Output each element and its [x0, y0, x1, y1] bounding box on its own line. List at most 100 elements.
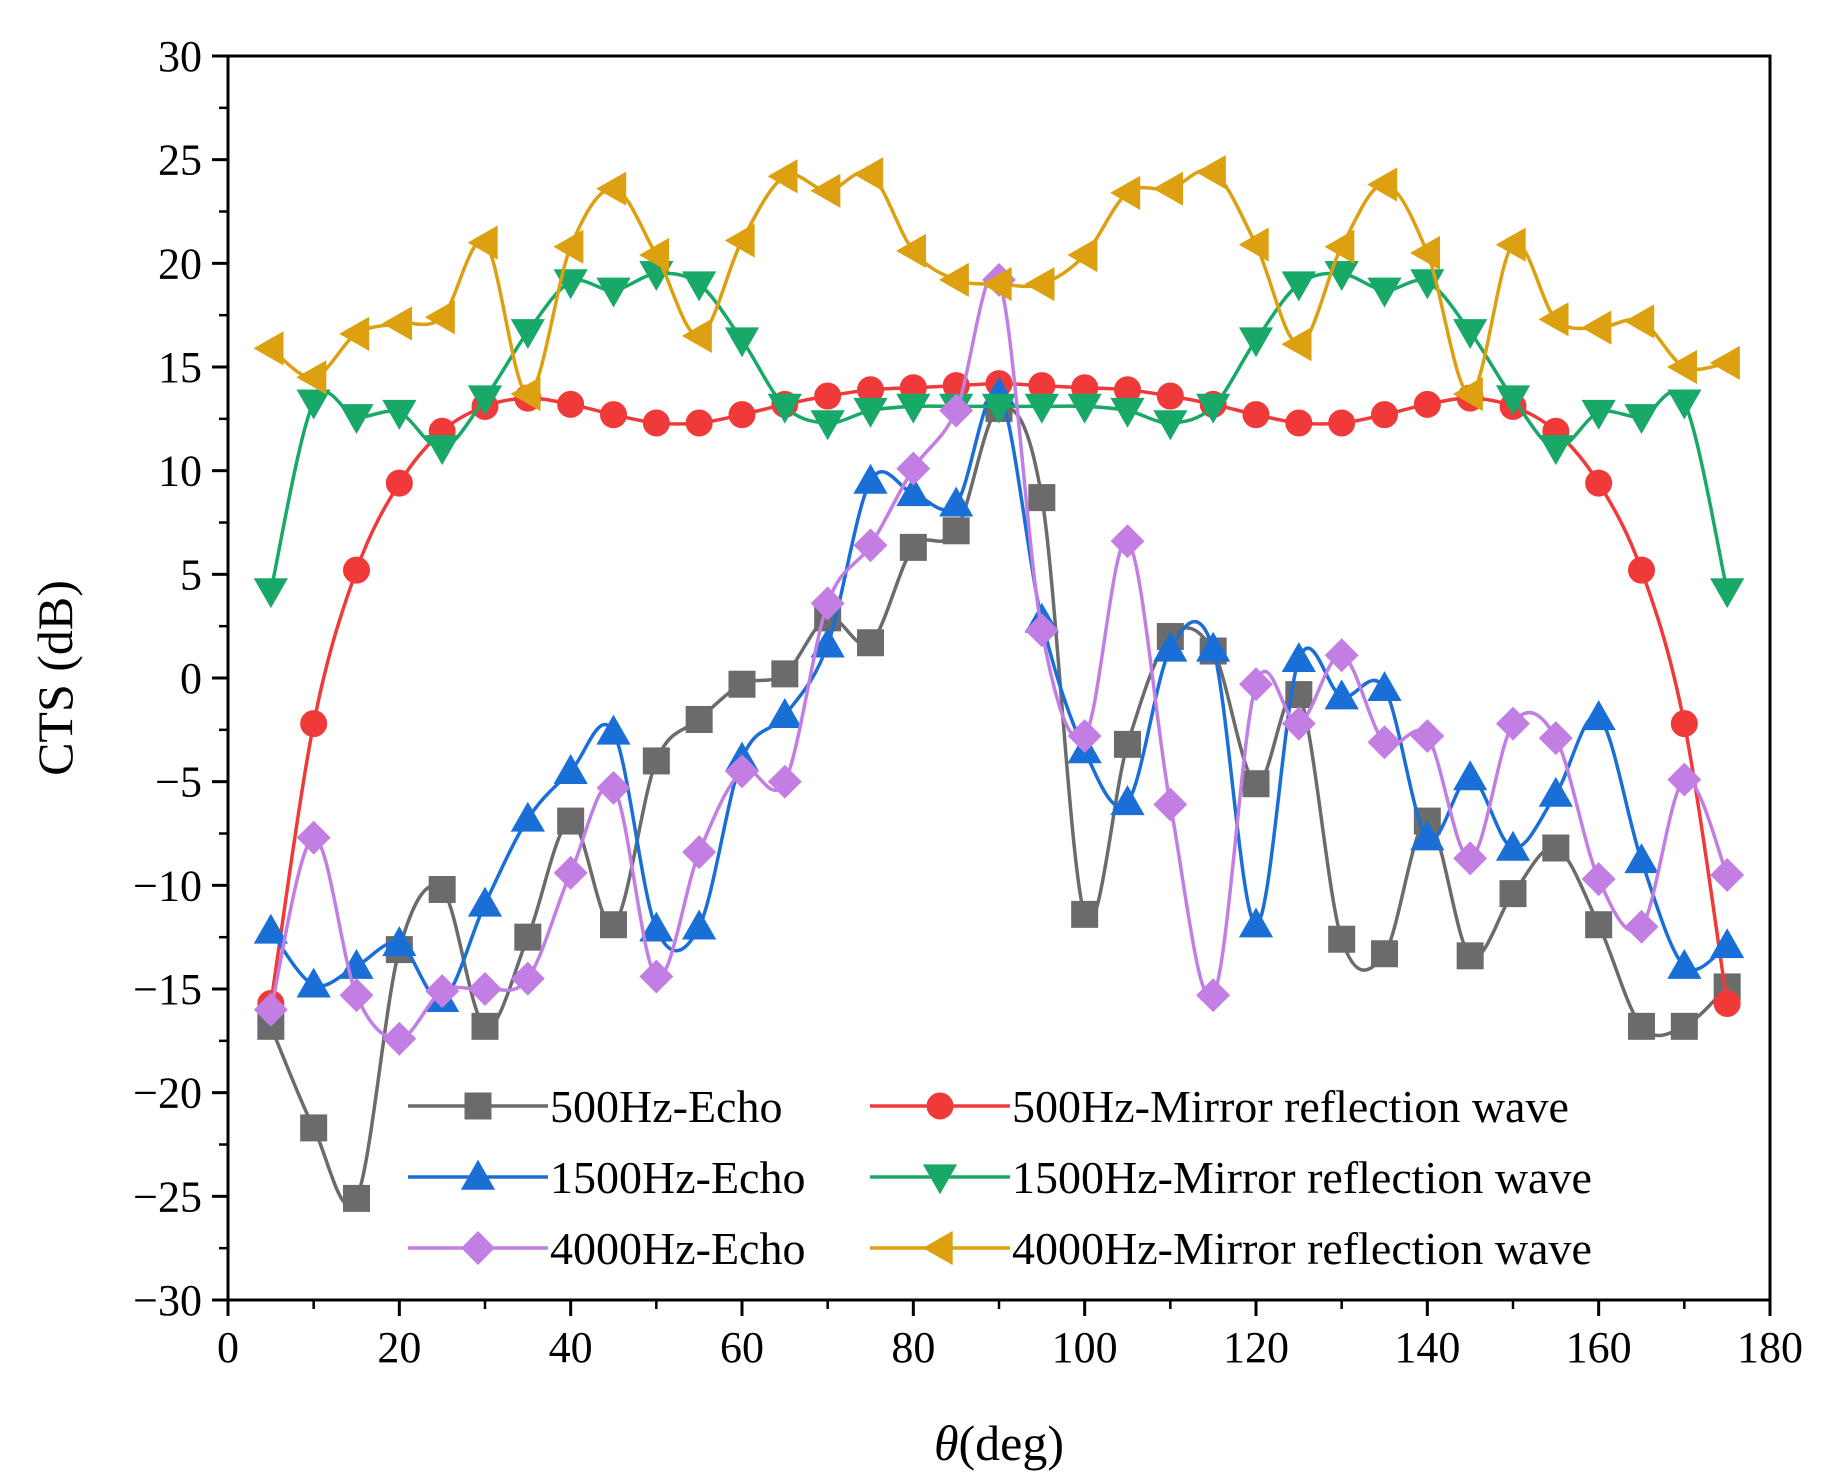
- data-point: [682, 835, 717, 870]
- data-point: [1156, 382, 1184, 410]
- data-point: [728, 401, 756, 429]
- data-point: [767, 393, 802, 424]
- data-point: [425, 974, 460, 1009]
- data-point: [296, 820, 331, 855]
- data-point: [1670, 710, 1698, 738]
- data-point: [1453, 841, 1488, 876]
- y-axis-title: CTS (dB): [27, 580, 83, 776]
- data-point: [1452, 376, 1483, 412]
- data-point: [1367, 167, 1398, 202]
- data-point: [1114, 730, 1141, 758]
- data-point: [899, 533, 927, 561]
- y-tick-label: 30: [158, 32, 202, 81]
- data-point: [639, 911, 674, 942]
- data-point: [1281, 642, 1316, 673]
- data-point: [685, 705, 713, 733]
- data-point: [1667, 762, 1702, 797]
- data-point: [253, 913, 288, 944]
- data-point: [1328, 925, 1356, 953]
- legend-entry-2: 1500Hz-Echo: [408, 1152, 805, 1203]
- data-point: [300, 1114, 328, 1142]
- data-point: [1538, 302, 1569, 337]
- data-point: [510, 961, 545, 996]
- data-point: [939, 486, 974, 517]
- data-point: [1324, 229, 1355, 264]
- legend-label: 4000Hz-Mirror reflection wave: [1012, 1223, 1592, 1274]
- x-tick-label: 40: [549, 1323, 593, 1372]
- data-point: [938, 262, 969, 298]
- data-point: [896, 476, 931, 507]
- data-point: [425, 435, 460, 466]
- data-point: [385, 469, 413, 497]
- data-point: [557, 390, 585, 418]
- data-point: [725, 754, 759, 789]
- data-point: [1153, 410, 1188, 441]
- data-point: [1581, 862, 1616, 897]
- legend-marker: [461, 1231, 495, 1265]
- data-point: [810, 586, 845, 621]
- x-tick-label: 0: [217, 1323, 239, 1372]
- data-point: [1281, 327, 1312, 362]
- data-point: [682, 271, 717, 302]
- data-point: [553, 754, 588, 784]
- data-point: [1538, 721, 1573, 756]
- y-tick-label: 15: [158, 343, 202, 392]
- data-point: [682, 909, 717, 940]
- data-point: [1628, 556, 1655, 584]
- data-point: [1324, 638, 1359, 673]
- data-point: [471, 1012, 499, 1040]
- data-point: [767, 159, 798, 194]
- data-point: [596, 714, 631, 745]
- data-point: [728, 670, 756, 698]
- legend-entry-3: 1500Hz-Mirror reflection wave: [870, 1152, 1592, 1203]
- data-point: [810, 173, 841, 208]
- data-point: [596, 277, 631, 308]
- data-point: [510, 319, 545, 350]
- y-tick-label: 5: [180, 550, 202, 599]
- data-point: [382, 926, 417, 957]
- data-point: [1195, 154, 1226, 190]
- data-point: [853, 528, 888, 563]
- data-point: [896, 393, 931, 424]
- data-point: [1499, 880, 1527, 908]
- data-point: [810, 410, 845, 441]
- data-point: [553, 229, 584, 264]
- x-tick-label: 160: [1566, 1323, 1632, 1372]
- legend-entry-5: 4000Hz-Mirror reflection wave: [870, 1223, 1592, 1274]
- data-point: [382, 1021, 417, 1056]
- data-point: [1581, 399, 1616, 430]
- legend-label: 500Hz-Mirror reflection wave: [1012, 1081, 1569, 1132]
- data-point: [853, 463, 888, 494]
- data-point: [1367, 725, 1402, 760]
- data-point: [639, 237, 670, 273]
- data-point: [510, 376, 541, 412]
- data-point: [1410, 820, 1445, 851]
- series-layer: [253, 154, 1745, 1212]
- data-point: [468, 972, 502, 1006]
- data-point: [1624, 404, 1659, 435]
- data-point: [1581, 310, 1612, 345]
- y-tick-label: −15: [133, 965, 202, 1014]
- data-point: [600, 911, 627, 939]
- data-point: [1238, 227, 1269, 262]
- data-point: [343, 556, 370, 584]
- legend-label: 1500Hz-Mirror reflection wave: [1012, 1152, 1592, 1203]
- legend: 500Hz-Echo 500Hz-Mirror reflection wave 15…: [408, 1081, 1592, 1274]
- data-point: [424, 300, 455, 335]
- x-tick-label: 140: [1394, 1323, 1460, 1372]
- data-point: [1624, 909, 1659, 944]
- y-tick-label: 10: [158, 447, 202, 496]
- data-point: [1538, 435, 1573, 466]
- data-point: [1024, 393, 1059, 424]
- data-point: [1624, 304, 1655, 339]
- series-2: [253, 376, 1745, 1013]
- data-point: [642, 409, 670, 437]
- data-point: [1067, 393, 1102, 424]
- data-point: [1709, 345, 1740, 380]
- data-point: [1667, 948, 1702, 979]
- data-point: [467, 886, 503, 917]
- data-point: [1710, 858, 1745, 892]
- x-axis-title: θ(deg): [934, 1415, 1064, 1471]
- data-point: [343, 1184, 370, 1212]
